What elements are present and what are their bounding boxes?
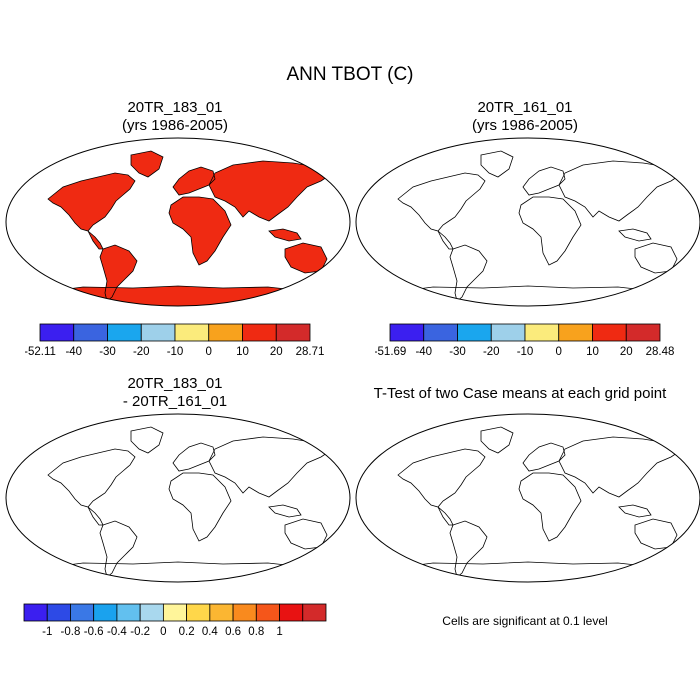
colorbar-label: -51.69 <box>375 346 406 358</box>
map-panel-1 <box>5 137 351 307</box>
panel-1-title: 20TR_183_01 (yrs 1986-2005) <box>25 99 325 135</box>
colorbar-label: -0.8 <box>61 626 81 638</box>
colorbar-swatch <box>423 323 458 342</box>
colorbar-label: 0 <box>556 346 562 358</box>
colorbar-label: -0.6 <box>84 626 104 638</box>
colorbar-swatch <box>242 323 277 342</box>
colorbar-label: 0.2 <box>179 626 195 638</box>
panel-4-title-line1: T-Test of two Case means at each grid po… <box>373 385 667 402</box>
colorbar-swatch <box>186 603 211 622</box>
colorbar-swatch <box>524 323 560 342</box>
colorbar-label: -40 <box>65 346 82 358</box>
colorbar-label: -20 <box>483 346 500 358</box>
colorbar-swatch <box>275 323 311 342</box>
colorbar-swatch <box>625 323 661 342</box>
globe-outline <box>355 413 700 583</box>
map-panel-3 <box>5 413 351 583</box>
panel-2-title-line1: 20TR_161_01 <box>477 99 573 116</box>
colorbar-swatch <box>73 323 108 342</box>
colorbar-swatch <box>457 323 492 342</box>
colorbar-swatch <box>140 323 176 342</box>
globe-outline <box>5 137 351 307</box>
land-fill-panel-1 <box>8 151 348 306</box>
globe-outline <box>355 137 700 307</box>
colorbar-swatch <box>162 603 188 622</box>
panel-1-title-line1: 20TR_183_01 <box>127 99 223 116</box>
colorbar-swatch <box>490 323 526 342</box>
colorbar-label: 0.4 <box>202 626 219 638</box>
colorbar-swatch <box>592 323 627 342</box>
colorbar-label: -40 <box>415 346 432 358</box>
colorbar-swatch <box>116 603 141 622</box>
colorbar-label: -52.11 <box>25 346 56 358</box>
colorbar-swatch <box>70 603 95 622</box>
map-panel-4 <box>355 413 700 583</box>
colorbar-swatch <box>232 603 257 622</box>
panel-2-title-line2: (yrs 1986-2005) <box>472 117 578 134</box>
panel-2-title: 20TR_161_01 (yrs 1986-2005) <box>375 99 675 135</box>
colorbar-panel-1: -52.11 -40 -30 -20 -10 0 10 20 28.71 <box>25 323 325 358</box>
colorbar-label: -1 <box>42 626 52 638</box>
colorbar-panel-2: -51.69 -40 -30 -20 -10 0 10 20 28.48 <box>375 323 675 358</box>
colorbar-swatch <box>302 603 327 622</box>
panel-3-title: 20TR_183_01 - 20TR_161_01 <box>25 375 325 411</box>
colorbar-label: -30 <box>449 346 466 358</box>
colorbar-swatch <box>107 323 142 342</box>
colorbar-label: 0.8 <box>248 626 264 638</box>
colorbar-label: 28.48 <box>646 346 675 358</box>
colorbar-swatch <box>209 603 234 622</box>
colorbar-swatch <box>174 323 210 342</box>
colorbar-label: 20 <box>620 346 633 358</box>
figure-title: ANN TBOT (C) <box>286 64 414 85</box>
colorbar-swatch <box>46 603 71 622</box>
colorbar-panel-3: -1 -0.8 -0.6 -0.4 -0.2 0 0.2 0.4 0.6 0.8 1 <box>23 603 327 638</box>
colorbar-label: -30 <box>99 346 116 358</box>
colorbar-label: 28.71 <box>296 346 325 358</box>
panel-4-title: T-Test of two Case means at each grid po… <box>345 385 695 403</box>
colorbar-swatch <box>208 323 243 342</box>
colorbar-swatch <box>558 323 593 342</box>
colorbar-label: -0.2 <box>130 626 150 638</box>
colorbar-label: 0 <box>160 626 166 638</box>
colorbar-label: 10 <box>586 346 599 358</box>
colorbar-label: 0.6 <box>225 626 241 638</box>
significance-note: Cells are significant at 0.1 level <box>442 614 608 628</box>
panel-1-title-line2: (yrs 1986-2005) <box>122 117 228 134</box>
colorbar-label: 0 <box>206 346 212 358</box>
colorbar-swatch <box>389 323 425 342</box>
panel-3-title-line1: 20TR_183_01 <box>127 375 223 392</box>
globe-outline <box>5 413 351 583</box>
map-panel-2 <box>355 137 700 307</box>
colorbar-swatch <box>23 603 48 622</box>
colorbar-label: 1 <box>276 626 282 638</box>
colorbar-label: -0.4 <box>107 626 127 638</box>
panel-3-title-line2: - 20TR_161_01 <box>122 393 228 410</box>
colorbar-label: 10 <box>236 346 249 358</box>
colorbar-label: -10 <box>517 346 534 358</box>
colorbar-swatch <box>255 603 280 622</box>
colorbar-swatch <box>139 603 164 622</box>
colorbar-label: -10 <box>167 346 184 358</box>
colorbar-swatch <box>39 323 75 342</box>
colorbar-label: -20 <box>133 346 150 358</box>
colorbar-swatch <box>93 603 118 622</box>
colorbar-swatch <box>279 603 304 622</box>
colorbar-label: 20 <box>270 346 283 358</box>
